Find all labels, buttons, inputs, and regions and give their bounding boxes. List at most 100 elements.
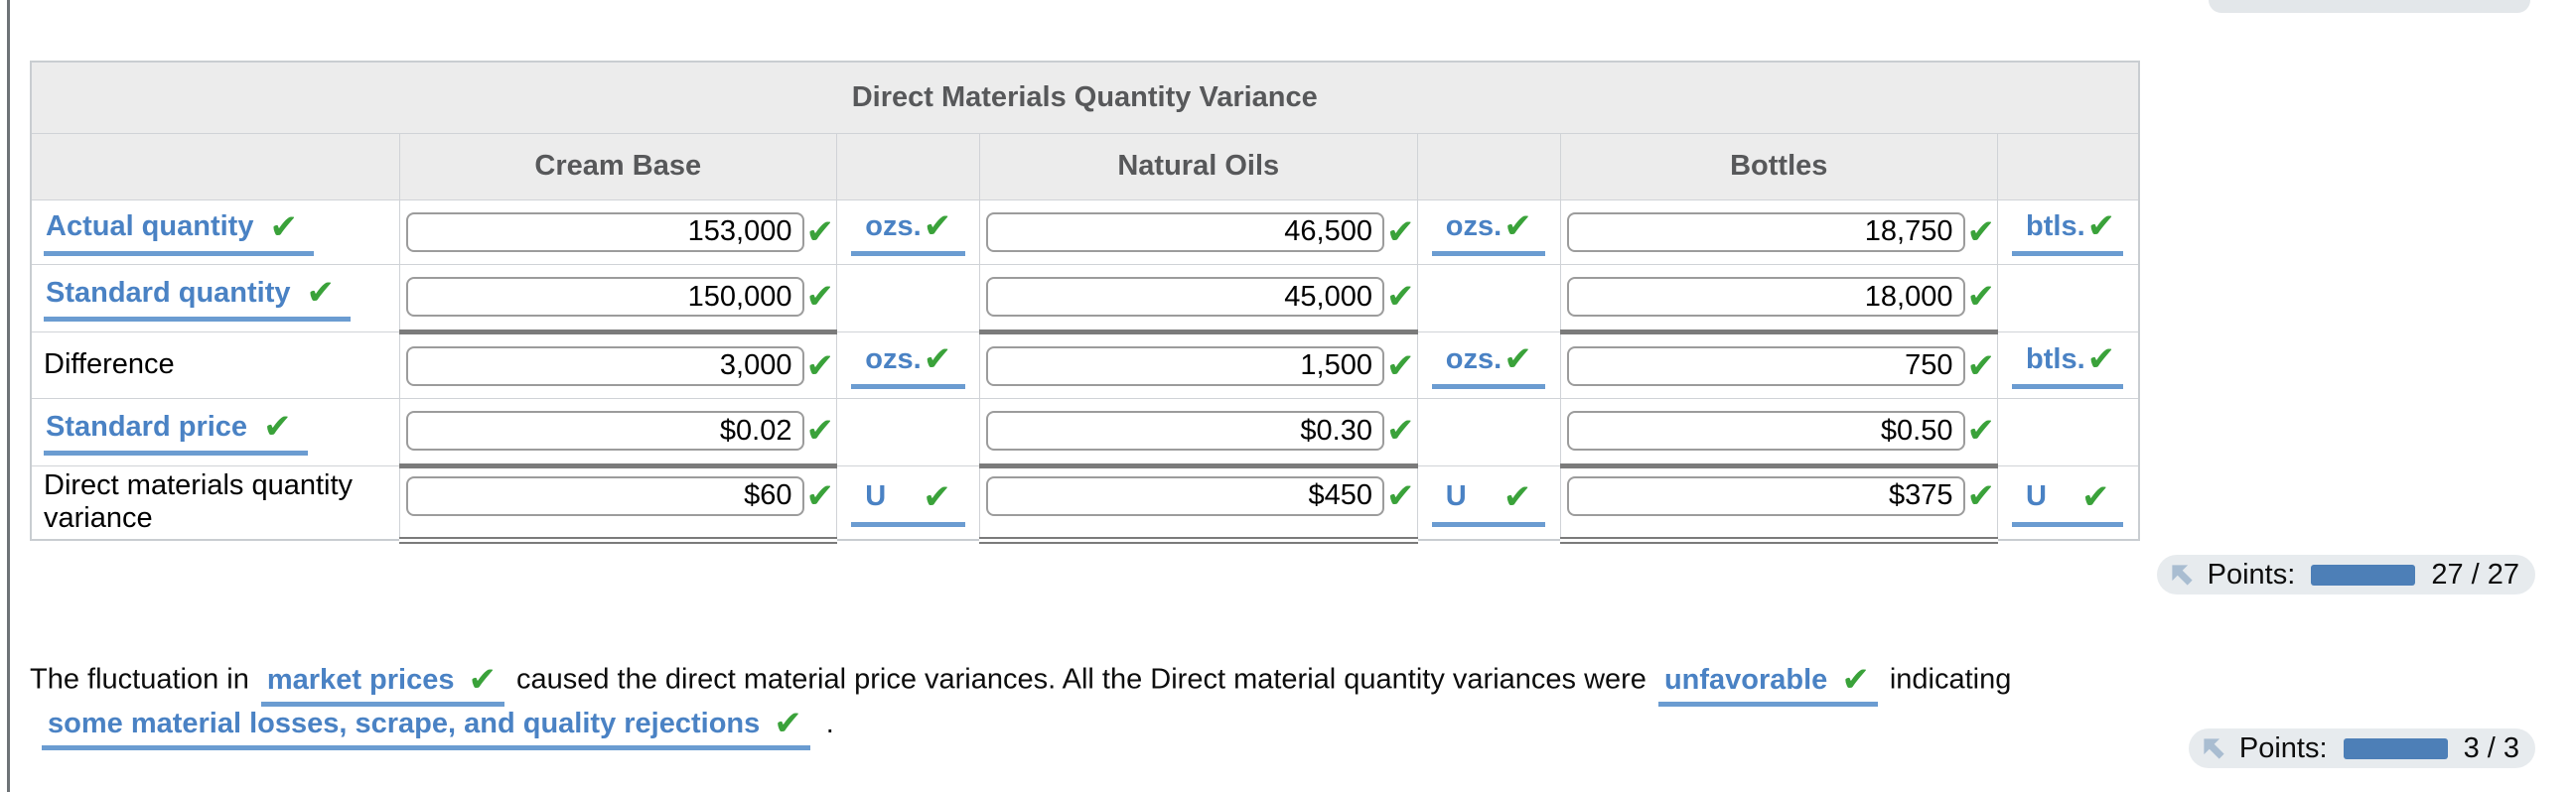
empty-unit-cell [836, 263, 980, 332]
favorable-unfavorable-link[interactable]: U [865, 480, 887, 513]
points-progress-bar [2343, 737, 2448, 759]
column-header-cream-base: Cream Base [398, 132, 837, 200]
points-score: 3 / 3 [2463, 731, 2519, 764]
direct-materials-quantity-variance-table: Direct Materials Quantity Variance Cream… [30, 61, 2140, 544]
empty-unit-cell [1997, 397, 2139, 466]
flag-icon [2169, 562, 2196, 589]
correct-check-icon: ✔ [1503, 340, 1532, 378]
feedback-sentence: The fluctuation in market prices ✔ caused t… [30, 663, 2413, 750]
correct-check-icon: ✔ [1966, 346, 1996, 385]
column-header-bottles: Bottles [1559, 132, 1998, 200]
difference-natural-oils-input[interactable] [986, 345, 1384, 386]
empty-unit-cell [1416, 263, 1561, 332]
table-row: Standard quantity ✔ ✔ ✔ ✔ [30, 263, 2139, 334]
answer-slot-unfavorable: unfavorable ✔ [1657, 661, 1878, 707]
unit-link-btls[interactable]: btls. [2026, 209, 2085, 242]
feedback-text: The fluctuation in [30, 663, 249, 696]
empty-unit-cell [1997, 263, 2139, 332]
standard-price-cream-base-input[interactable] [405, 411, 804, 451]
feedback-text: caused the direct material price varianc… [515, 663, 1646, 696]
correct-check-icon: ✔ [2080, 477, 2110, 516]
correct-check-icon: ✔ [2086, 340, 2116, 378]
correct-check-icon: ✔ [805, 412, 835, 450]
correct-check-icon: ✔ [1386, 346, 1415, 385]
correct-check-icon: ✔ [1503, 477, 1532, 516]
material-losses-link[interactable]: some material losses, scrape, and qualit… [48, 707, 761, 739]
unit-link-ozs[interactable]: ozs. [1445, 209, 1503, 242]
favorable-unfavorable-link[interactable]: U [2026, 480, 2047, 513]
standard-quantity-cream-base-input[interactable] [405, 277, 804, 317]
correct-check-icon: ✔ [923, 207, 952, 245]
correct-check-icon: ✔ [2086, 207, 2116, 245]
correct-check-icon: ✔ [1841, 661, 1870, 699]
table-row: Direct materials quantity variance ✔ U ✔… [30, 464, 2139, 544]
unit-link-ozs[interactable]: ozs. [1445, 342, 1503, 375]
unit-column-header [836, 132, 980, 200]
standard-quantity-natural-oils-input[interactable] [986, 277, 1384, 317]
unfavorable-link[interactable]: unfavorable [1663, 663, 1828, 696]
unit-column-header [1416, 132, 1561, 200]
actual-quantity-cream-base-input[interactable] [405, 211, 804, 252]
correct-check-icon: ✔ [1386, 212, 1415, 251]
actual-quantity-link[interactable]: Actual quantity [46, 210, 254, 242]
standard-quantity-link[interactable]: Standard quantity [46, 276, 291, 309]
unit-slot: btls. ✔ [2012, 207, 2124, 256]
actual-quantity-natural-oils-input[interactable] [986, 211, 1384, 252]
correct-check-icon: ✔ [1966, 476, 1996, 515]
correct-check-icon: ✔ [468, 661, 497, 699]
variance-bottles-input[interactable] [1566, 475, 1965, 516]
unit-link-ozs[interactable]: ozs. [865, 209, 922, 242]
empty-unit-cell [1416, 397, 1561, 466]
correct-check-icon: ✔ [269, 207, 298, 246]
correct-check-icon: ✔ [805, 476, 835, 515]
correct-check-icon: ✔ [805, 346, 835, 385]
correct-check-icon: ✔ [1966, 412, 1996, 450]
standard-quantity-bottles-input[interactable] [1566, 277, 1965, 317]
favorable-unfavorable-link[interactable]: U [1445, 480, 1467, 513]
correct-check-icon: ✔ [805, 278, 835, 316]
unit-slot: ozs. ✔ [851, 207, 965, 256]
difference-cream-base-input[interactable] [405, 345, 804, 386]
answer-slot-market-prices: market prices ✔ [260, 661, 504, 707]
panel-left-border [7, 0, 10, 792]
correct-check-icon: ✔ [263, 408, 292, 446]
correct-check-icon: ✔ [923, 477, 951, 516]
correct-check-icon: ✔ [1966, 212, 1996, 251]
difference-bottles-input[interactable] [1566, 345, 1965, 386]
feedback-text: . [825, 707, 834, 739]
flag-icon [2201, 735, 2227, 762]
unit-slot: ozs. ✔ [1431, 340, 1546, 389]
unit-link-btls[interactable]: btls. [2026, 342, 2085, 375]
unit-slot: btls. ✔ [2012, 340, 2124, 389]
standard-price-bottles-input[interactable] [1566, 411, 1965, 451]
correct-check-icon: ✔ [1503, 207, 1532, 245]
standard-price-link[interactable]: Standard price [46, 410, 248, 443]
toolbar-fragment [2209, 0, 2530, 13]
unit-link-ozs[interactable]: ozs. [865, 342, 922, 375]
actual-quantity-bottles-input[interactable] [1566, 211, 1965, 252]
correct-check-icon: ✔ [774, 705, 802, 742]
standard-quantity-link-slot: Standard quantity ✔ [44, 274, 352, 322]
standard-price-link-slot: Standard price ✔ [44, 408, 308, 456]
unit-slot: U ✔ [2012, 477, 2124, 527]
correct-check-icon: ✔ [923, 340, 952, 378]
table-row: Difference ✔ ozs. ✔ ✔ ozs. ✔ [30, 330, 2139, 399]
correct-check-icon: ✔ [805, 212, 835, 251]
market-prices-link[interactable]: market prices [266, 663, 455, 696]
standard-price-natural-oils-input[interactable] [986, 411, 1384, 451]
points-progress-bar [2311, 564, 2416, 586]
unit-slot: ozs. ✔ [1431, 207, 1546, 256]
table-title: Direct Materials Quantity Variance [30, 61, 2139, 134]
points-badge: Points: 3 / 3 [2188, 728, 2535, 768]
variance-cream-base-input[interactable] [405, 475, 804, 516]
answer-slot-losses: some material losses, scrape, and qualit… [42, 707, 810, 750]
correct-check-icon: ✔ [1386, 412, 1415, 450]
points-score: 27 / 27 [2431, 558, 2519, 591]
variance-natural-oils-input[interactable] [986, 475, 1384, 516]
correct-check-icon: ✔ [1386, 278, 1415, 316]
actual-quantity-link-slot: Actual quantity ✔ [44, 208, 314, 256]
unit-slot: U ✔ [851, 477, 965, 527]
row-label-header [30, 132, 400, 200]
points-label: Points: [2207, 558, 2296, 591]
